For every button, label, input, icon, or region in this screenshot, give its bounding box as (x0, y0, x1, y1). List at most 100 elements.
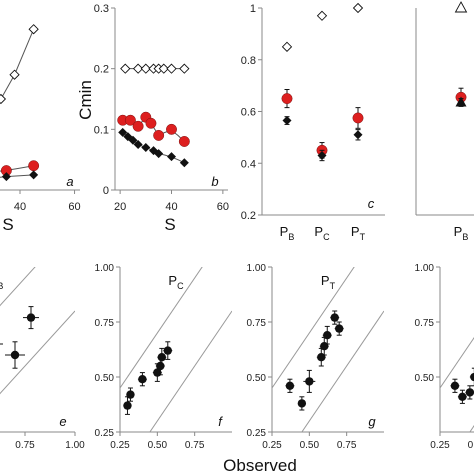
panel-b-point (132, 63, 144, 74)
panel-b-point (124, 114, 136, 126)
panel-a-point (29, 170, 39, 180)
panel-a-point (0, 93, 7, 105)
panel-g-point (305, 377, 314, 386)
panel-h-point (458, 392, 467, 401)
panel-a-point (9, 69, 20, 80)
panel-b-x-tick-label: 40 (165, 201, 177, 213)
panel-f-point (157, 353, 167, 362)
panel-h-x-tick-label: 0.25 (430, 440, 450, 451)
panel-d-point (455, 96, 467, 107)
panel-b-point (133, 140, 143, 149)
panel-c-letter: c (368, 196, 375, 211)
panel-b-point (141, 143, 151, 153)
panel-b-x-tick-label: 20 (114, 201, 126, 213)
observed-axis-label: Observed (223, 456, 297, 474)
panel-b-x-label: S (164, 215, 175, 234)
panel-a-x-tick-label: 60 (68, 201, 80, 213)
panel-e-x-tick-label: 1.00 (65, 440, 85, 451)
panel-b-point (166, 123, 177, 135)
panel-g-point (285, 381, 295, 390)
panel-b-point (166, 63, 177, 74)
panel-a-letter: a (66, 174, 73, 189)
panel-b-point (132, 120, 144, 132)
panel-d-point (454, 1, 468, 13)
panel-b-y-tick-label: 0.2 (94, 64, 109, 76)
panel-a-point (1, 172, 11, 182)
panel-g-y-tick-label: 0.25 (247, 428, 267, 439)
panel-g-y-tick-label: 0.75 (247, 318, 267, 329)
panel-g-point (335, 324, 344, 333)
panel-c-y-tick-label: 0.4 (241, 158, 256, 170)
panel-b-letter: b (211, 174, 218, 189)
panel-c-point (353, 130, 363, 140)
panel-e-point (10, 350, 20, 360)
panel-h-x-tick-label: 0.50 (468, 440, 474, 451)
panel-h-bound-line (440, 337, 474, 389)
panel-f-title: PC (168, 273, 184, 291)
panel-a-point (28, 24, 39, 35)
panel-g-title: PT (321, 273, 336, 291)
panel-b-y-tick-label: 0.1 (94, 124, 109, 136)
panel-f-y-tick-label: 0.50 (95, 373, 115, 384)
panel-a-x-label: S (2, 215, 13, 234)
panel-b-point (140, 63, 151, 74)
panel-f-bound-line (149, 310, 232, 432)
panel-g-bound-line (272, 267, 355, 389)
panel-b-point (179, 158, 189, 168)
panel-h-point (470, 372, 474, 382)
panel-g-point (297, 399, 307, 408)
panel-e-bound-line (0, 310, 75, 395)
panel-h-y-tick-label: 0.75 (415, 318, 435, 329)
panel-c-y-tick-label: 0.8 (241, 55, 256, 67)
panel-b-y-tick-label: 0.3 (94, 3, 109, 15)
panel-b-point (120, 63, 131, 74)
panel-f-x-tick-label: 0.50 (148, 440, 168, 451)
panel-c-category-label: PB (280, 224, 295, 242)
panel-c-point (317, 150, 327, 160)
panel-h-point (450, 381, 460, 390)
panel-e-title: PB (0, 273, 3, 291)
panel-c-y-tick-label: 0.2 (241, 210, 256, 222)
panel-g-point (330, 313, 339, 322)
panel-b-y-tick-label: 0 (103, 185, 109, 197)
panel-b-point (179, 63, 190, 74)
panel-a-series-line (0, 29, 35, 103)
panel-f-point (163, 346, 172, 355)
panel-c-y-tick-label: 1 (250, 3, 256, 15)
panel-g-y-tick-label: 1.00 (247, 263, 267, 274)
panel-c-point (352, 112, 364, 124)
panel-f-point (126, 390, 135, 399)
panel-h-y-tick-label: 0.50 (415, 373, 435, 384)
panel-e-bound-line (0, 267, 36, 307)
panel-b-point (153, 129, 165, 141)
panel-f-bound-line (120, 267, 203, 389)
panel-b-point (158, 63, 169, 74)
panel-c-category-label: PC (314, 224, 330, 242)
panel-c-point (316, 10, 328, 21)
panel-c-point (281, 93, 293, 105)
panel-f-y-tick-label: 0.75 (95, 318, 115, 329)
panel-d-category-label: PB (454, 224, 469, 242)
panel-c-category-label: PT (351, 224, 366, 242)
panel-g-x-tick-label: 0.75 (337, 440, 357, 451)
panel-f-point (138, 375, 147, 384)
panel-f-point (123, 401, 132, 410)
panel-e-letter: e (59, 414, 66, 429)
panel-e-x-tick-label: 0.75 (15, 440, 35, 451)
panel-b-point (118, 127, 128, 137)
panel-b-x-tick-label: 60 (217, 201, 229, 213)
panel-b-y-label: Cmin (76, 80, 95, 120)
panel-h-point (465, 388, 474, 397)
panel-c-point (352, 2, 364, 14)
panel-g-y-tick-label: 0.50 (247, 373, 267, 384)
panel-f-y-tick-label: 1.00 (95, 263, 115, 274)
panel-f-x-tick-label: 0.75 (185, 440, 205, 451)
panel-b-point (154, 149, 164, 159)
panel-e-point (26, 313, 36, 322)
panel-g-letter: g (368, 414, 376, 429)
panel-g-bound-line (301, 310, 384, 432)
panel-c-point (281, 41, 293, 52)
panel-b-point (128, 135, 138, 145)
panel-f-x-tick-label: 0.25 (110, 440, 130, 451)
